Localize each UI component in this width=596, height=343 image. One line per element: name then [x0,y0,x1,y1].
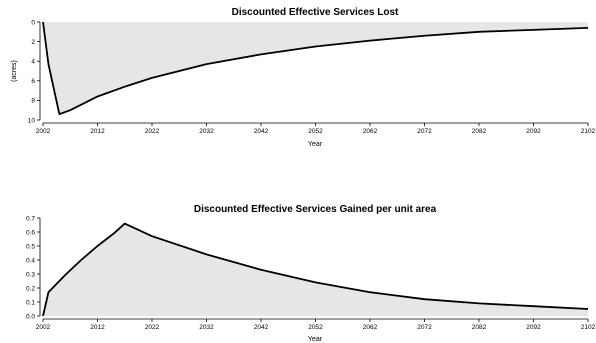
x-tick-label: 2042 [254,324,269,331]
series-line [42,21,589,116]
chart-services-gained: Discounted Effective Services Gained per… [26,204,596,343]
x-tick-label: 2012 [90,128,105,135]
y-tick-label: 2 [31,39,35,46]
y-tick-label: 4 [31,59,35,66]
y-tick-label: 8 [31,98,35,105]
x-tick-label: 2082 [472,128,487,135]
chart-title: Discounted Effective Services Lost [232,7,399,18]
y-tick-label: 0.3 [26,271,35,278]
x-tick-label: 2032 [199,128,214,135]
y-tick-label: 0 [31,19,35,26]
y-tick-label: 6 [31,78,35,85]
x-tick-label: 2082 [472,324,487,331]
x-tick-label: 2102 [581,128,596,135]
x-tick-label: 2072 [417,324,432,331]
x-tick-label: 2042 [254,128,269,135]
y-tick-label: 0.5 [26,243,35,250]
x-tick-label: 2022 [145,128,160,135]
y-tick-label: 0.7 [26,215,35,222]
x-tick-label: 2002 [36,128,51,135]
chart-services-lost: Discounted Effective Services Lost (acre… [11,7,596,148]
chart-title: Discounted Effective Services Gained per… [194,204,437,215]
x-tick-label: 2022 [145,324,160,331]
y-tick-label: 0.1 [26,299,35,306]
x-tick-label: 2052 [308,128,323,135]
x-tick-label: 2092 [526,128,541,135]
series-area-fill [43,22,588,115]
y-tick-label: 0.6 [26,229,35,236]
y-tick-label: 0.2 [26,285,35,292]
y-tick-label: 0.0 [26,313,35,320]
y-tick-label: 0.4 [26,257,35,264]
x-tick-label: 2002 [36,324,51,331]
series-area-fill [43,223,588,316]
x-axis-label: Year [308,336,323,343]
x-tick-label: 2052 [308,324,323,331]
x-tick-label: 2062 [363,128,378,135]
x-tick-label: 2062 [363,324,378,331]
y-tick-label: 10 [28,117,36,124]
x-axis-label: Year [308,141,323,148]
x-tick-label: 2072 [417,128,432,135]
y-axis-label: (acres) [11,60,18,82]
x-tick-label: 2102 [581,324,596,331]
x-tick-label: 2092 [526,324,541,331]
x-tick-label: 2012 [90,324,105,331]
series-line [42,222,589,317]
x-tick-label: 2032 [199,324,214,331]
